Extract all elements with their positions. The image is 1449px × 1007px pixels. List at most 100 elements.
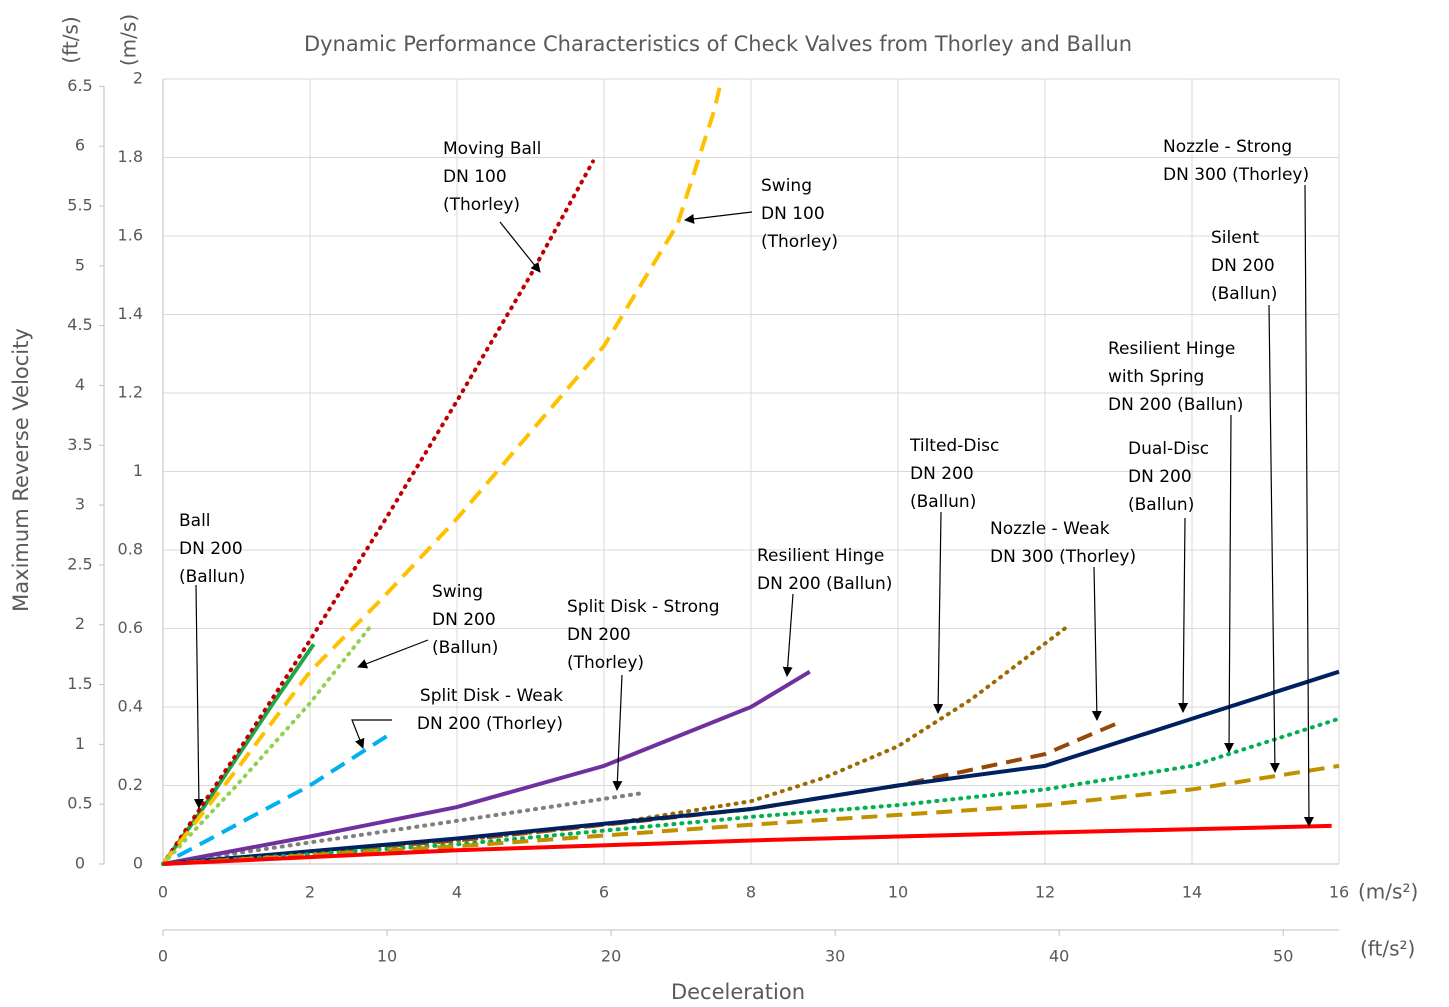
series-annotation: DN 200 — [179, 539, 243, 559]
annotation-arrow — [1303, 184, 1314, 827]
y-tick-label: 0 — [133, 854, 143, 873]
y-tick-label: 1.6 — [118, 226, 143, 245]
x-tick-label: 6 — [599, 883, 609, 902]
x-unit: (m/s²) — [1358, 880, 1418, 904]
y2-tick-label: 4 — [75, 375, 85, 394]
x2-tick-label: 30 — [825, 947, 845, 966]
y2-tick-label: 5.5 — [67, 196, 92, 215]
series-line — [162, 669, 811, 866]
series-annotation: Moving Ball — [443, 139, 541, 159]
y2-tick-label: 3.5 — [67, 435, 92, 454]
series-line — [161, 159, 595, 866]
annotation-arrow — [1178, 517, 1189, 713]
series-line — [162, 763, 1340, 866]
series-annotation: DN 100 — [443, 167, 507, 187]
annotation-arrow — [684, 211, 753, 224]
series-annotation: Nozzle - Strong — [1163, 137, 1292, 157]
y-tick-label: 1.4 — [118, 304, 143, 323]
series-annotation: DN 200 (Ballun) — [1108, 395, 1243, 415]
annotation-arrow — [933, 511, 944, 714]
series-line — [161, 791, 643, 866]
y-tick-label: 0.2 — [118, 775, 143, 794]
annotation-arrow — [351, 719, 392, 749]
y2-tick-label: 6 — [75, 136, 85, 155]
series-annotation: DN 200 — [567, 625, 631, 645]
series-annotation: (Ballun) — [432, 638, 498, 658]
x2-tick-label: 0 — [158, 947, 168, 966]
y-axis-title: Maximum Reverse Velocity — [9, 328, 33, 612]
series-annotation: DN 200 — [910, 464, 974, 484]
series-line — [161, 626, 1067, 866]
annotation-arrow — [1268, 304, 1280, 773]
y-tick-label: 0.8 — [118, 540, 143, 559]
series-line — [161, 78, 724, 866]
y-tick-label: 0.6 — [118, 618, 143, 637]
chart-title: Dynamic Performance Characteristics of C… — [304, 32, 1132, 56]
x2-tick-label: 50 — [1273, 947, 1293, 966]
y-tick-label: 2 — [133, 69, 143, 88]
y2-tick-label: 1.5 — [67, 674, 92, 693]
series-annotation: with Spring — [1108, 367, 1204, 387]
series-annotation: DN 300 (Thorley) — [1163, 165, 1309, 185]
x-tick-label: 16 — [1329, 883, 1349, 902]
series-annotation: Resilient Hinge — [757, 546, 884, 566]
y-tick-label: 1 — [133, 461, 143, 480]
y-tick-label: 1.8 — [118, 147, 143, 166]
series-line — [161, 716, 1341, 866]
y-tick-label: 0.4 — [118, 697, 143, 716]
y2-tick-label: 1 — [75, 734, 85, 753]
x2-tick-label: 40 — [1049, 947, 1069, 966]
annotation-arrow — [782, 593, 794, 677]
series-annotation: Nozzle - Weak — [990, 519, 1110, 539]
annotation-arrow — [499, 221, 541, 273]
series-annotation: DN 200 — [1211, 256, 1275, 276]
annotation-arrow — [1091, 566, 1102, 721]
series-annotation: DN 200 — [1128, 467, 1192, 487]
series-annotation: (Thorley) — [761, 232, 838, 252]
series-annotation: Dual-Disc — [1128, 439, 1209, 459]
y-unit: (m/s) — [117, 14, 141, 66]
x-tick-label: 8 — [746, 883, 756, 902]
series-annotation: Split Disk - Weak — [420, 686, 563, 706]
x-tick-label: 12 — [1035, 883, 1055, 902]
series-annotation: (Thorley) — [567, 653, 644, 673]
series-annotation: Resilient Hinge — [1108, 339, 1235, 359]
series-annotation: (Ballun) — [910, 492, 976, 512]
series-line — [176, 732, 391, 858]
series-annotation: DN 100 — [761, 204, 825, 224]
series-annotation: (Ballun) — [179, 567, 245, 587]
y2-tick-label: 3 — [75, 495, 85, 514]
annotation-arrow — [357, 639, 429, 669]
series-line — [162, 669, 1340, 866]
series-annotation: DN 200 — [432, 610, 496, 630]
x-axis-title: Deceleration — [671, 980, 805, 1004]
y2-tick-label: 2 — [75, 614, 85, 633]
series-annotation: Silent — [1211, 228, 1259, 248]
x-tick-label: 10 — [888, 883, 908, 902]
y2-tick-label: 0 — [75, 854, 85, 873]
series-annotation: DN 200 (Ballun) — [757, 574, 892, 594]
series-annotation: Split Disk - Strong — [567, 597, 720, 617]
series-annotation: (Ballun) — [1211, 284, 1277, 304]
x2-tick-label: 20 — [601, 947, 621, 966]
x-tick-label: 2 — [305, 883, 315, 902]
y2-tick-label: 0.5 — [67, 794, 92, 813]
series-annotation: Ball — [179, 511, 211, 531]
series-line — [161, 626, 371, 866]
series-annotation: Swing — [432, 582, 483, 602]
series-line — [162, 823, 1332, 866]
annotation-arrow — [193, 584, 204, 809]
x2-tick-label: 10 — [377, 947, 397, 966]
series-annotation: DN 200 (Thorley) — [417, 714, 563, 734]
series-annotation: (Ballun) — [1128, 495, 1194, 515]
annotation-arrow — [1224, 414, 1235, 753]
x-tick-label: 14 — [1182, 883, 1202, 902]
x-tick-label: 0 — [158, 883, 168, 902]
series-annotation: Tilted-Disc — [909, 436, 999, 456]
series-annotation: (Thorley) — [443, 195, 520, 215]
series-annotation: Swing — [761, 176, 812, 196]
y2-unit: (ft/s) — [59, 16, 83, 63]
x-tick-label: 4 — [452, 883, 462, 902]
y2-tick-label: 5 — [75, 255, 85, 274]
